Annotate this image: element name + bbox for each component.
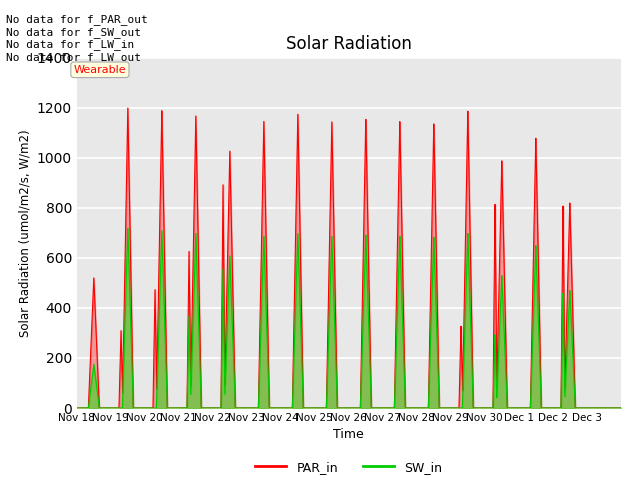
Text: No data for f_PAR_out
No data for f_SW_out
No data for f_LW_in
No data for f_LW_: No data for f_PAR_out No data for f_SW_o… [6,14,148,63]
Title: Solar Radiation: Solar Radiation [286,35,412,53]
Legend: PAR_in, SW_in: PAR_in, SW_in [250,456,447,479]
Text: Wearable: Wearable [74,65,126,75]
X-axis label: Time: Time [333,429,364,442]
Y-axis label: Solar Radiation (umol/m2/s, W/m2): Solar Radiation (umol/m2/s, W/m2) [19,129,31,336]
